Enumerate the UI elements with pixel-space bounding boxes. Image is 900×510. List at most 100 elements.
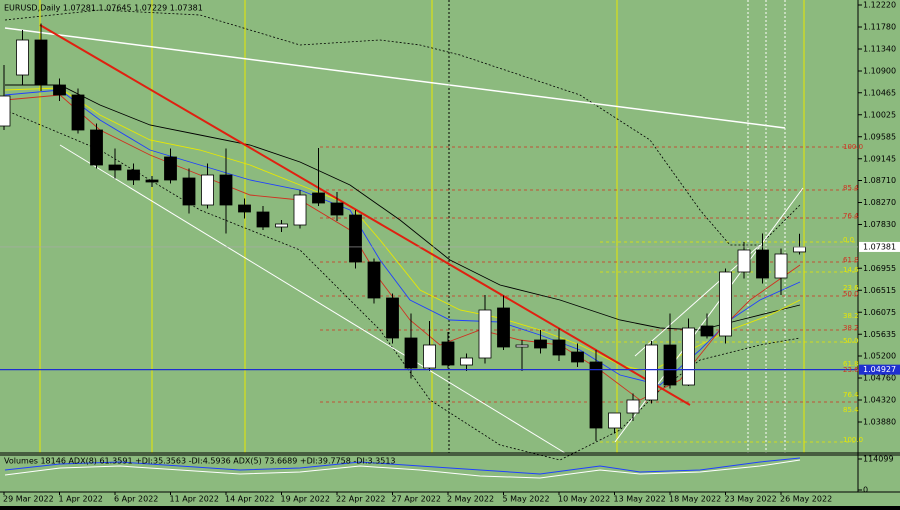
bollinger-upper <box>4 9 801 246</box>
candle-body <box>552 339 566 356</box>
dotted-lines <box>747 0 786 453</box>
x-tick-label: 13 May 2022 <box>614 495 666 504</box>
fib-label: 50.0 <box>843 337 859 345</box>
candle-body <box>534 339 547 349</box>
candle-body <box>53 84 66 96</box>
x-tick-label: 19 Apr 2022 <box>281 495 330 504</box>
candle-body <box>737 249 751 273</box>
candle-body <box>34 39 48 86</box>
y-tick-label: 1.08710 <box>863 176 896 185</box>
fib-label: 100.0 <box>843 143 863 151</box>
y-tick-label: 1.04760 <box>863 374 896 383</box>
x-tick-label: 2 May 2022 <box>447 495 494 504</box>
candle-body <box>90 129 103 166</box>
candle-body <box>164 156 177 181</box>
candle-body <box>645 344 658 401</box>
y-tick-label: 1.09145 <box>863 154 896 163</box>
candle-body <box>219 174 233 206</box>
candle-body <box>571 351 584 363</box>
candle-body <box>0 95 11 127</box>
x-tick-label: 23 May 2022 <box>725 495 777 504</box>
candle-body <box>386 297 399 339</box>
candles <box>0 23 806 441</box>
y-tick-label: 1.10025 <box>863 110 896 119</box>
candle-body <box>330 202 344 216</box>
candle-body <box>589 361 603 429</box>
x-tick-label: 10 May 2022 <box>558 495 610 504</box>
candle-body <box>367 261 381 299</box>
chart-title: EURUSD,Daily 1.07281 1.07645 1.07229 1.0… <box>4 4 203 13</box>
candle-body <box>515 344 529 348</box>
indicator-tick-label: 0 <box>863 486 868 495</box>
y-tick-label: 1.11780 <box>863 23 896 32</box>
trend-line <box>4 27 786 129</box>
trend-line <box>39 24 691 406</box>
candle-body <box>460 357 473 366</box>
candle-body <box>404 337 418 369</box>
candle-body <box>238 204 251 213</box>
candle-body <box>16 39 29 76</box>
y-tick-label: 1.10900 <box>863 67 896 76</box>
candle-body <box>182 177 196 206</box>
y-tick-label: 1.06075 <box>863 308 896 317</box>
fib-label: 23.6 <box>843 366 859 374</box>
candle-body <box>108 164 122 171</box>
fib-label: 100.0 <box>843 436 863 444</box>
bollinger-lower <box>4 109 801 461</box>
candle-body <box>293 194 307 226</box>
marked-level-box <box>859 364 900 375</box>
y-tick-label: 1.06515 <box>863 286 896 295</box>
fib-label: 50.0 <box>843 290 859 298</box>
candle-body <box>312 192 325 204</box>
current-price-box <box>859 241 900 252</box>
y-tick-label: 1.07830 <box>863 220 896 229</box>
y-tick-label: 1.03880 <box>863 418 896 427</box>
candle-body <box>349 214 362 263</box>
channel-line <box>59 144 566 454</box>
axis-background <box>858 0 900 506</box>
candle-body <box>145 179 159 183</box>
fib-label: 61.8 <box>843 360 859 368</box>
x-tick-label: 11 Apr 2022 <box>170 495 219 504</box>
candle-body <box>497 307 510 348</box>
candle-body <box>127 169 140 181</box>
x-tick-label: 1 Apr 2022 <box>59 495 103 504</box>
candle-body <box>663 344 677 386</box>
indicator-title: Volumes 18146 ADX(8) 61.3591 +DI:35.3563… <box>4 457 396 466</box>
candle-body <box>71 94 85 131</box>
x-tick-label: 29 Mar 2022 <box>3 495 54 504</box>
current-price-label: 1.07381 <box>863 242 896 251</box>
marked-level-label: 1.04927 <box>863 365 896 374</box>
x-tick-label: 27 Apr 2022 <box>392 495 441 504</box>
y-tick-label: 1.11340 <box>863 45 896 54</box>
y-tick-label: 1.08270 <box>863 198 896 207</box>
y-tick-label: 1.05200 <box>863 352 896 361</box>
fib-label: 76.4 <box>843 212 859 220</box>
x-tick-label: 18 May 2022 <box>669 495 721 504</box>
y-tick-label: 1.10465 <box>863 88 896 97</box>
adx-line <box>4 457 801 475</box>
indicator-tick-label: 114099 <box>863 455 894 464</box>
candle-body <box>441 341 455 366</box>
y-tick-label: 1.04320 <box>863 396 896 405</box>
y-tick-label: 1.06955 <box>863 264 896 273</box>
candle-body <box>201 174 214 206</box>
x-tick-label: 26 May 2022 <box>780 495 832 504</box>
fib-label: 23.6 <box>843 284 859 292</box>
y-tick-label: 1.05635 <box>863 330 896 339</box>
candle-body <box>700 325 714 337</box>
candle-body <box>256 211 270 228</box>
fib-label: 76.4 <box>843 391 859 399</box>
candle-body <box>682 327 695 386</box>
candle-body <box>626 399 640 414</box>
x-tick-label: 6 Apr 2022 <box>114 495 158 504</box>
fib-label: 38.2 <box>843 312 859 320</box>
candle-body <box>608 412 621 429</box>
y-tick-label: 1.09585 <box>863 132 896 141</box>
candle-body <box>275 223 288 228</box>
x-tick-label: 14 Apr 2022 <box>225 495 274 504</box>
candle-body <box>719 271 732 337</box>
x-tick-label: 22 Apr 2022 <box>336 495 385 504</box>
candle-body <box>423 344 436 369</box>
